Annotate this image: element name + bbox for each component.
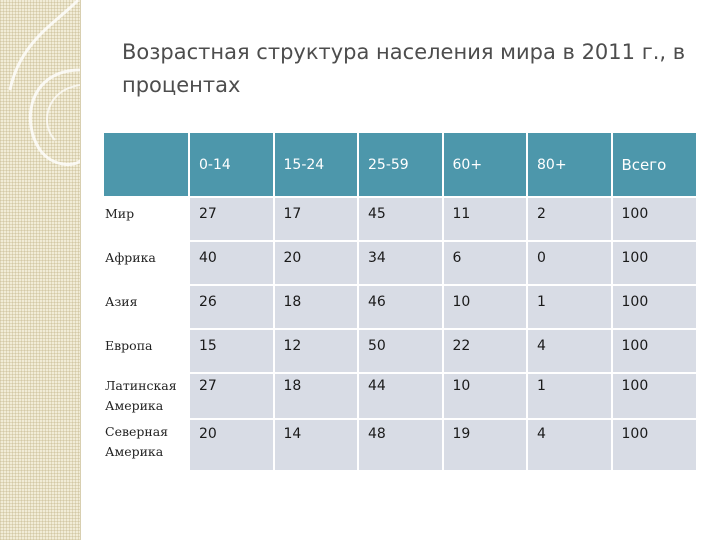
cell-value: 1 — [527, 372, 613, 419]
cell-value: 12 — [273, 328, 359, 373]
cell-value: 14 — [273, 418, 359, 470]
cell-value: 2 — [527, 196, 613, 241]
decorative-swirl-icon — [8, 0, 80, 166]
side-divider — [80, 0, 81, 540]
decorative-side-strip — [0, 0, 80, 540]
row-label: Африка — [104, 240, 190, 285]
cell-value: 100 — [611, 240, 696, 285]
row-label: Северная Америка — [104, 418, 190, 470]
cell-value: 4 — [527, 418, 613, 470]
cell-value: 4 — [527, 328, 613, 373]
cell-value: 40 — [189, 240, 275, 285]
header-80-plus: 80+ — [527, 133, 613, 197]
header-25-59: 25-59 — [358, 133, 444, 197]
row-label: Азия — [104, 284, 190, 329]
table-row: Северная Америка 20 14 48 19 4 100 — [104, 418, 696, 470]
cell-value: 48 — [358, 418, 444, 470]
header-total: Всего — [611, 133, 696, 197]
cell-value: 11 — [442, 196, 528, 241]
cell-value: 19 — [442, 418, 528, 470]
cell-value: 0 — [527, 240, 613, 285]
cell-value: 27 — [189, 196, 275, 241]
cell-value: 26 — [189, 284, 275, 329]
cell-value: 50 — [358, 328, 444, 373]
header-15-24: 15-24 — [273, 133, 359, 197]
table-row: Мир 27 17 45 11 2 100 — [104, 196, 696, 241]
table-row: Латинская Америка 27 18 44 10 1 100 — [104, 372, 696, 419]
cell-value: 100 — [611, 328, 696, 373]
table-row: Азия 26 18 46 10 1 100 — [104, 284, 696, 329]
cell-value: 1 — [527, 284, 613, 329]
row-label: Европа — [104, 328, 190, 373]
cell-value: 100 — [611, 418, 696, 470]
cell-value: 20 — [189, 418, 275, 470]
row-label: Латинская Америка — [104, 372, 190, 419]
cell-value: 27 — [189, 372, 275, 419]
cell-value: 45 — [358, 196, 444, 241]
cell-value: 46 — [358, 284, 444, 329]
row-label: Мир — [104, 196, 190, 241]
cell-value: 100 — [611, 196, 696, 241]
cell-value: 100 — [611, 372, 696, 419]
table-row: Африка 40 20 34 6 0 100 — [104, 240, 696, 285]
cell-value: 17 — [273, 196, 359, 241]
cell-value: 10 — [442, 372, 528, 419]
cell-value: 15 — [189, 328, 275, 373]
header-0-14: 0-14 — [189, 133, 275, 197]
slide-title: Возрастная структура населения мира в 20… — [122, 40, 686, 97]
population-table: 0-14 15-24 25-59 60+ 80+ Всего Мир 27 17… — [104, 133, 696, 470]
cell-value: 10 — [442, 284, 528, 329]
header-60-plus: 60+ — [442, 133, 528, 197]
table-header-row: 0-14 15-24 25-59 60+ 80+ Всего — [104, 133, 696, 197]
cell-value: 20 — [273, 240, 359, 285]
header-corner — [104, 133, 190, 197]
cell-value: 6 — [442, 240, 528, 285]
cell-value: 100 — [611, 284, 696, 329]
table-row: Европа 15 12 50 22 4 100 — [104, 328, 696, 373]
cell-value: 44 — [358, 372, 444, 419]
cell-value: 22 — [442, 328, 528, 373]
cell-value: 18 — [273, 372, 359, 419]
cell-value: 18 — [273, 284, 359, 329]
cell-value: 34 — [358, 240, 444, 285]
